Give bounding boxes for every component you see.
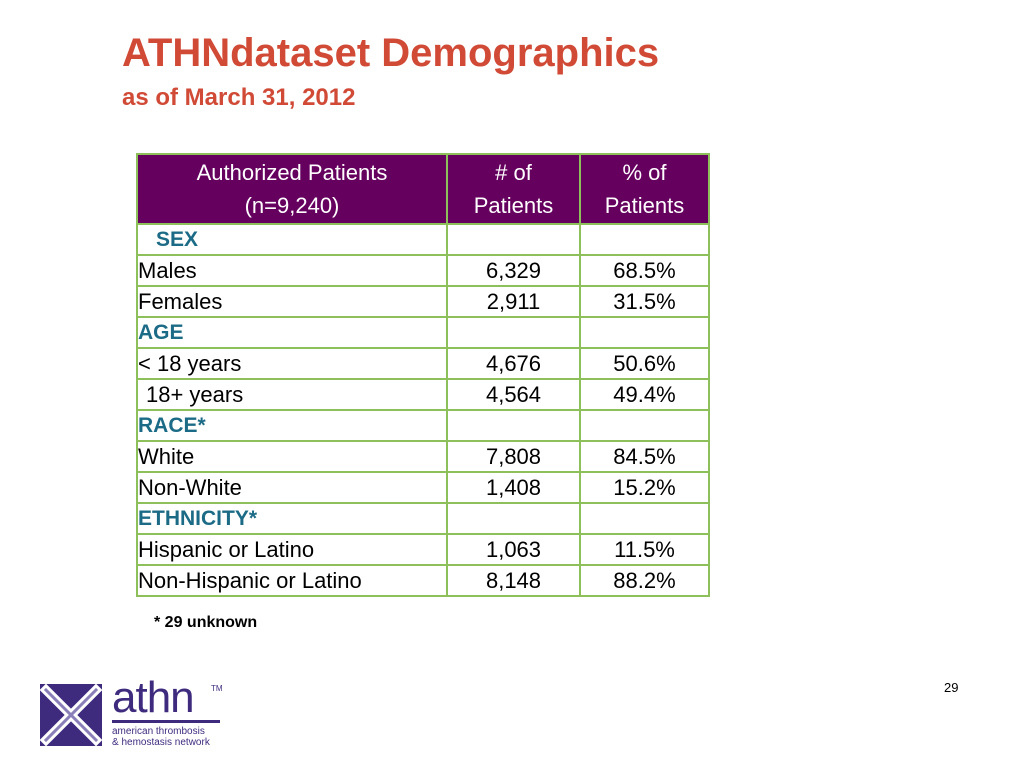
row-label: Females [136, 285, 448, 318]
category-row-age: AGE [136, 316, 710, 349]
empty-cell [579, 316, 710, 349]
category-sex: SEX [136, 223, 448, 256]
row-percent: 31.5% [579, 285, 710, 318]
header-authorized-patients: Authorized Patients (n=9,240) [136, 153, 448, 225]
logo-underline [112, 720, 220, 723]
header-number-of-patients: # of Patients [446, 153, 581, 225]
row-label: < 18 years [136, 347, 448, 380]
logo-tagline-line2: & hemostasis network [112, 737, 210, 748]
row-label: Non-Hispanic or Latino [136, 564, 448, 597]
table-row: < 18 years 4,676 50.6% [136, 347, 710, 380]
row-count: 6,329 [446, 254, 581, 287]
category-age: AGE [136, 316, 448, 349]
empty-cell [579, 409, 710, 442]
header-percent-of-patients: % of Patients [579, 153, 710, 225]
table-row: White 7,808 84.5% [136, 440, 710, 473]
header-col2-line2: Patients [473, 193, 554, 218]
empty-cell [579, 502, 710, 535]
category-row-sex: SEX [136, 223, 710, 256]
athn-x-mark-icon [40, 684, 102, 746]
empty-cell [446, 223, 581, 256]
table-row: Non-Hispanic or Latino 8,148 88.2% [136, 564, 710, 597]
slide-subtitle: as of March 31, 2012 [122, 84, 356, 111]
row-label: Males [136, 254, 448, 287]
empty-cell [446, 316, 581, 349]
row-percent: 49.4% [579, 378, 710, 411]
row-percent: 15.2% [579, 471, 710, 504]
athn-logo: athn TM american thrombosis & hemostasis… [40, 676, 240, 748]
empty-cell [579, 223, 710, 256]
table-row: Hispanic or Latino 1,063 11.5% [136, 533, 710, 566]
slide-title: ATHNdataset Demographics [122, 31, 660, 75]
table-row: Non-White 1,408 15.2% [136, 471, 710, 504]
logo-tagline-line1: american thrombosis [112, 726, 205, 737]
empty-cell [446, 502, 581, 535]
logo-tagline: american thrombosis & hemostasis network [112, 726, 210, 748]
athn-wordmark: athn [112, 673, 195, 722]
row-label: Non-White [136, 471, 448, 504]
footnote: * 29 unknown [154, 614, 258, 631]
table-row: 18+ years 4,564 49.4% [136, 378, 710, 411]
row-label: 18+ years [136, 378, 448, 411]
row-count: 7,808 [446, 440, 581, 473]
page-number: 29 [944, 680, 959, 695]
table-row: Females 2,911 31.5% [136, 285, 710, 318]
row-count: 8,148 [446, 564, 581, 597]
row-count: 2,911 [446, 285, 581, 318]
category-race: RACE* [136, 409, 448, 442]
table-header-row: Authorized Patients (n=9,240) # of Patie… [136, 153, 710, 225]
header-col1-line2: (n=9,240) [244, 193, 340, 218]
row-count: 1,063 [446, 533, 581, 566]
header-col1-line1: Authorized Patients [196, 160, 388, 185]
row-percent: 84.5% [579, 440, 710, 473]
category-ethnicity: ETHNICITY* [136, 502, 448, 535]
row-count: 4,564 [446, 378, 581, 411]
trademark-symbol: TM [211, 684, 223, 693]
category-row-ethnicity: ETHNICITY* [136, 502, 710, 535]
header-col2-line1: # of [495, 160, 532, 185]
category-row-race: RACE* [136, 409, 710, 442]
row-percent: 88.2% [579, 564, 710, 597]
demographics-table: Authorized Patients (n=9,240) # of Patie… [136, 153, 710, 597]
header-col3-line1: % of [622, 160, 667, 185]
empty-cell [446, 409, 581, 442]
row-label: White [136, 440, 448, 473]
row-percent: 50.6% [579, 347, 710, 380]
header-col3-line2: Patients [604, 193, 685, 218]
row-percent: 11.5% [579, 533, 710, 566]
row-count: 1,408 [446, 471, 581, 504]
row-label: Hispanic or Latino [136, 533, 448, 566]
row-count: 4,676 [446, 347, 581, 380]
row-percent: 68.5% [579, 254, 710, 287]
table-row: Males 6,329 68.5% [136, 254, 710, 287]
